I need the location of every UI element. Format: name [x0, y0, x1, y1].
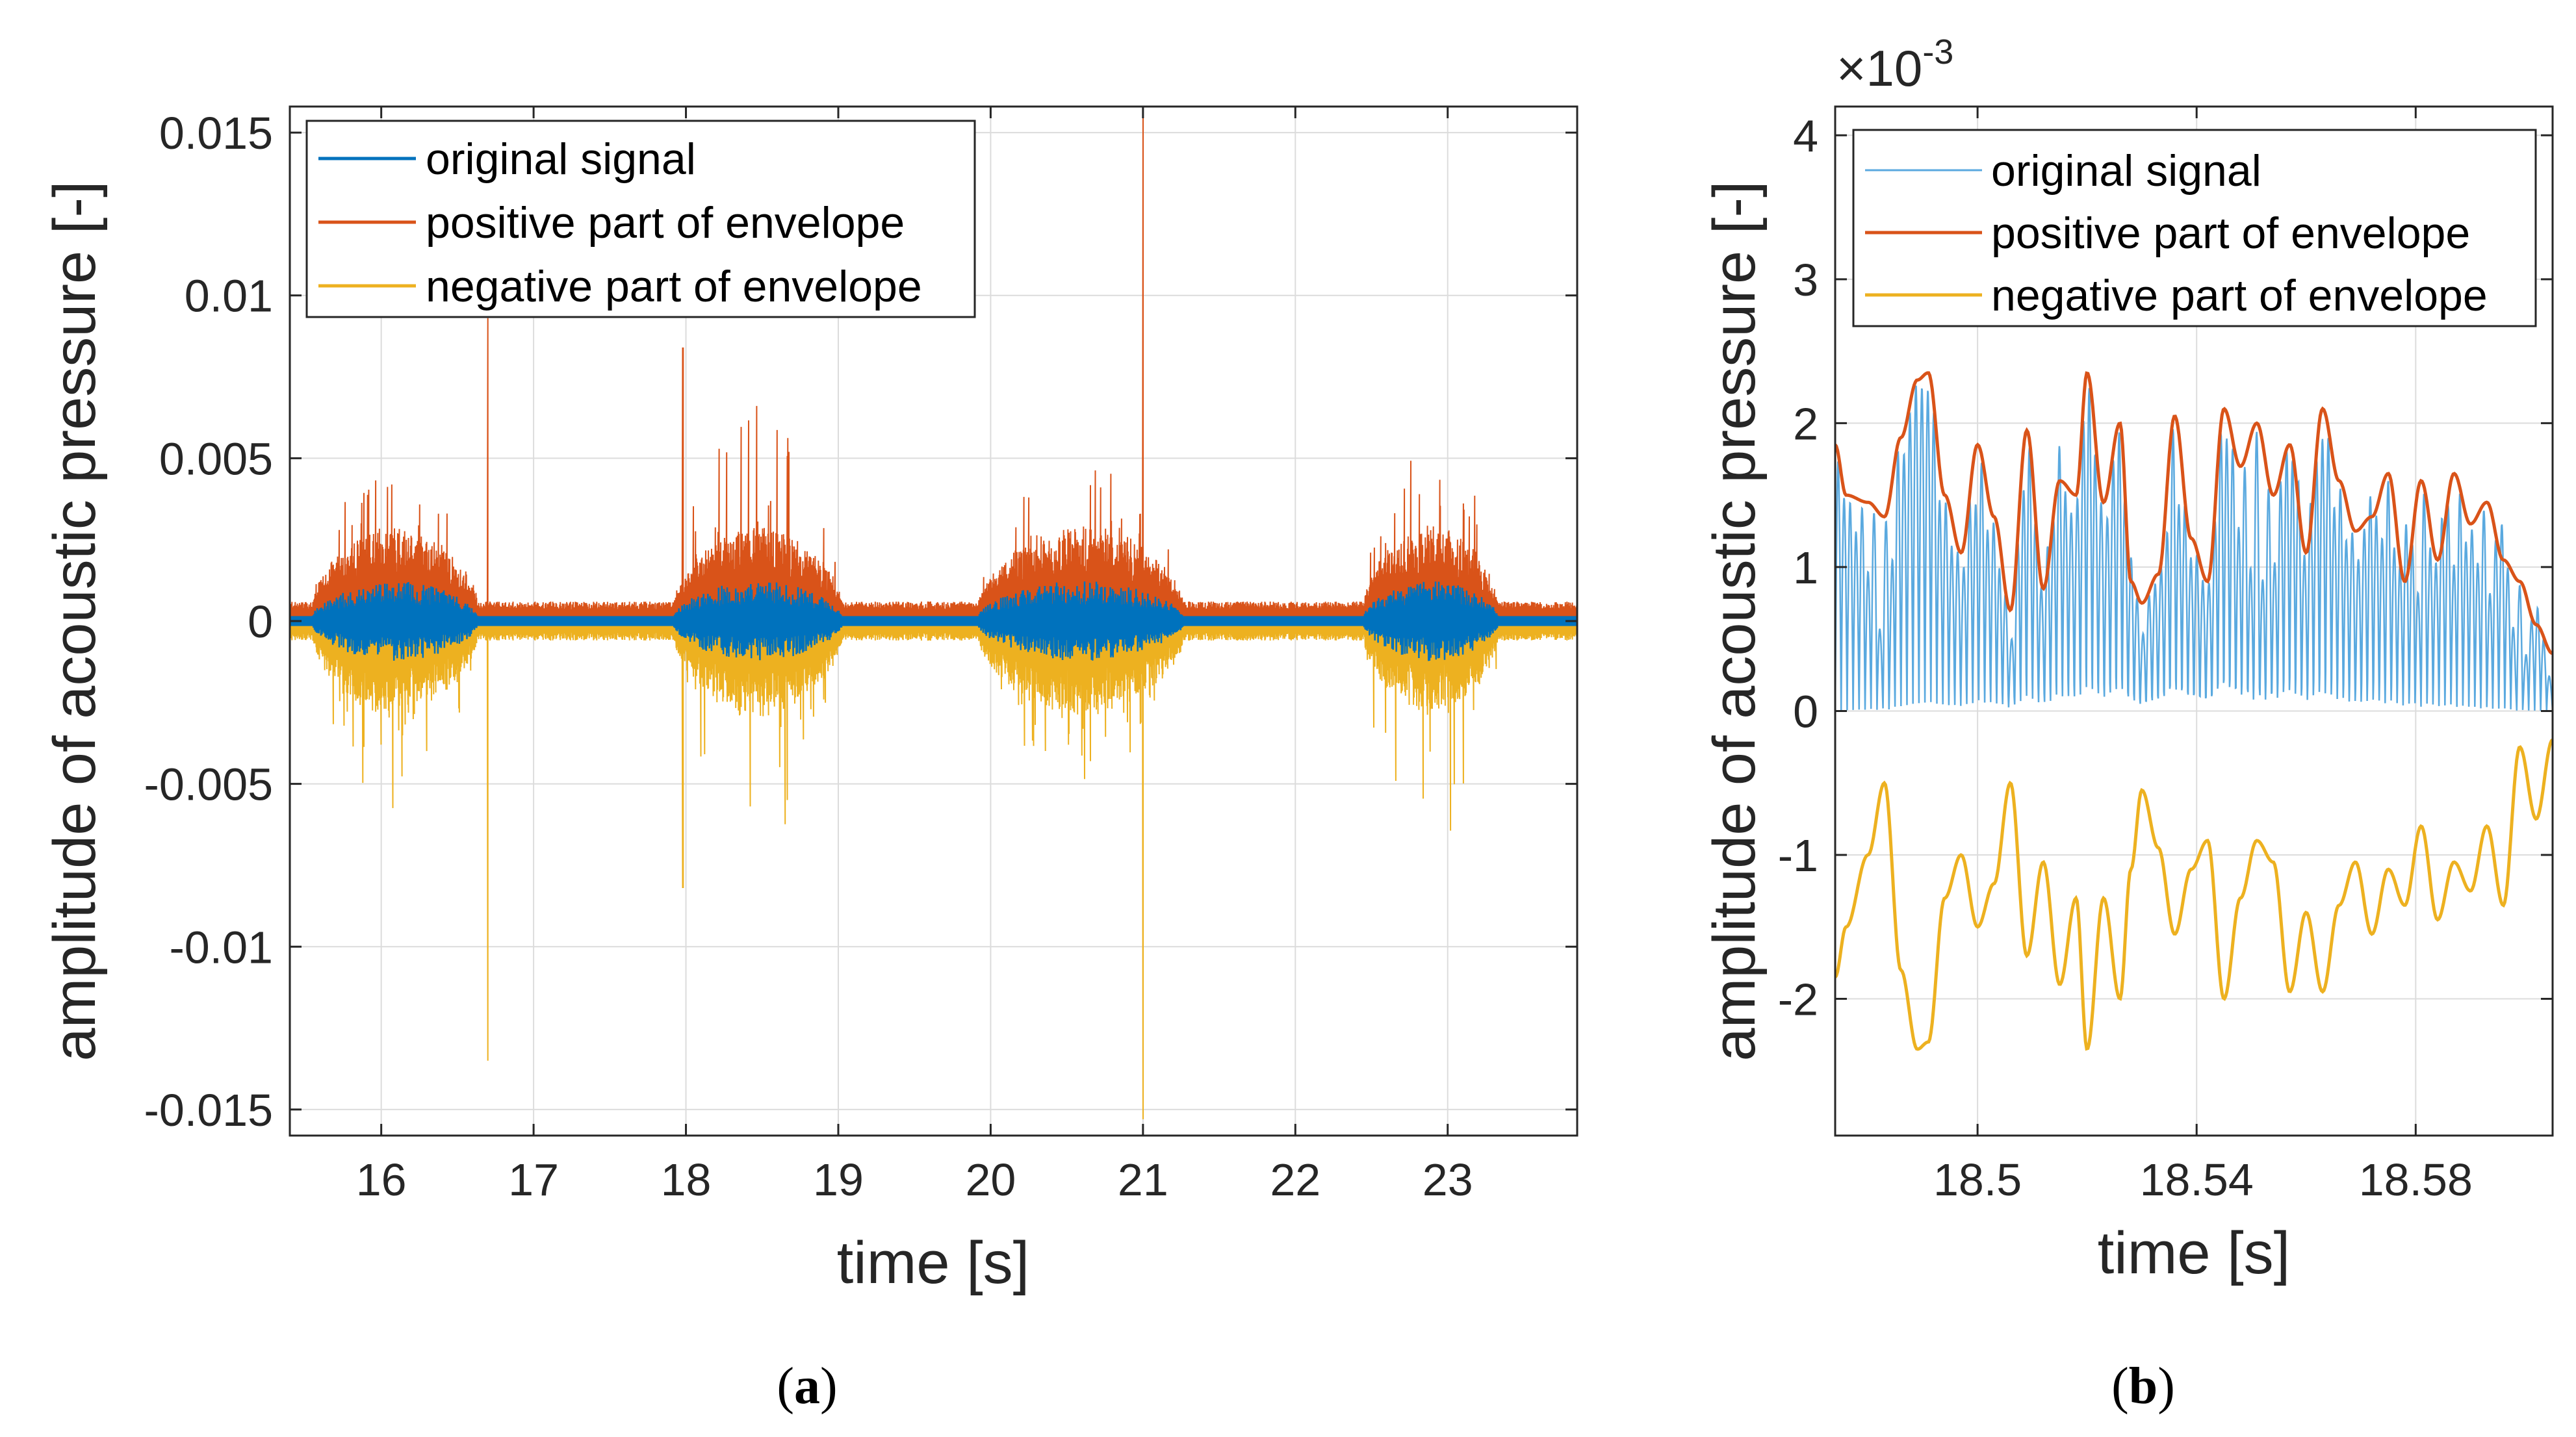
legend-entry-original-a: original signal: [426, 134, 696, 184]
y-multiplier-base: ×10: [1836, 40, 1922, 97]
original-signal-line-b: [1835, 385, 2553, 711]
x-tick-label-a: 19: [813, 1154, 864, 1205]
y-tick-label-b: 0: [1793, 686, 1818, 737]
caption-b: (b): [2111, 1358, 2175, 1415]
panel-b: 18.5 18.54 18.58 4 3 2 1 0 -1 -2 ×10-3 time [s] a…: [1701, 32, 2554, 1415]
caption-letter-b: b: [2129, 1358, 2158, 1415]
y-tick-label-a: -0.01: [169, 922, 273, 973]
y-tick-label-b: -2: [1778, 974, 1818, 1025]
y-tick-label-b: 1: [1793, 542, 1818, 593]
x-tick-label-a: 16: [356, 1154, 407, 1205]
y-tick-label-b: 2: [1793, 398, 1818, 449]
legend-entry-negative-b: negative part of envelope: [1991, 271, 2488, 320]
series-b: [1835, 371, 2553, 1051]
y-tick-label-a: 0.015: [159, 108, 273, 159]
x-tick-label-b: 18.54: [2140, 1154, 2254, 1205]
y-tick-label-b: 3: [1793, 255, 1818, 305]
legend-entry-negative-a: negative part of envelope: [426, 262, 922, 311]
negative-envelope-line-b: [1835, 738, 2553, 1051]
legend-entry-positive-b: positive part of envelope: [1991, 209, 2470, 258]
legend-a: original signal positive part of envelop…: [305, 120, 976, 318]
x-axis-label-a: time [s]: [837, 1230, 1029, 1296]
legend-b: original signal positive part of envelop…: [1852, 129, 2537, 327]
caption-letter-a: a: [794, 1358, 820, 1415]
x-tick-label-a: 23: [1423, 1154, 1473, 1205]
x-tick-label-b: 18.58: [2359, 1154, 2473, 1205]
y-tick-label-b: 4: [1793, 110, 1818, 161]
x-tick-label-a: 21: [1118, 1154, 1168, 1205]
y-tick-label-a: 0.01: [185, 271, 273, 322]
panel-a: 16 17 18 19 20 21 22 23 0.015 0.01 0.005 0 -0.005 -0.…: [42, 105, 1578, 1415]
y-multiplier-exponent: -3: [1922, 32, 1953, 71]
y-axis-label-b: amplitude of acoustic pressure [-]: [1701, 181, 1768, 1061]
x-tick-label-a: 18: [661, 1154, 712, 1205]
y-tick-label-a: -0.015: [144, 1085, 273, 1136]
x-tick-label-a: 20: [965, 1154, 1016, 1205]
series-a: [290, 107, 1577, 1119]
x-tick-label-b: 18.5: [1933, 1154, 2022, 1205]
x-tick-label-a: 22: [1270, 1154, 1320, 1205]
original-signal-line-a: [290, 581, 1577, 661]
y-multiplier-b: ×10-3: [1836, 32, 1953, 97]
y-axis-label-a: amplitude of acoustic pressure [-]: [42, 181, 108, 1061]
y-tick-label-a: 0: [248, 596, 273, 647]
ticks-b: 18.5 18.54 18.58 4 3 2 1 0 -1 -2: [1778, 107, 2553, 1205]
positive-envelope-line-b: [1835, 371, 2553, 655]
axes-box-b: [1834, 105, 2554, 1137]
y-tick-label-a: 0.005: [159, 433, 273, 484]
x-axis-label-b: time [s]: [2098, 1220, 2290, 1286]
legend-entry-positive-a: positive part of envelope: [426, 198, 905, 248]
x-tick-label-a: 17: [508, 1154, 559, 1205]
legend-entry-original-b: original signal: [1991, 146, 2261, 196]
legend-box-a: [305, 120, 976, 318]
y-tick-label-b: -1: [1778, 830, 1818, 881]
y-tick-label-a: -0.005: [144, 759, 273, 810]
caption-a: (a): [777, 1358, 837, 1415]
ticks-a: 16 17 18 19 20 21 22 23 0.015 0.01 0.005 0 -0.005 -0.…: [144, 107, 1577, 1205]
